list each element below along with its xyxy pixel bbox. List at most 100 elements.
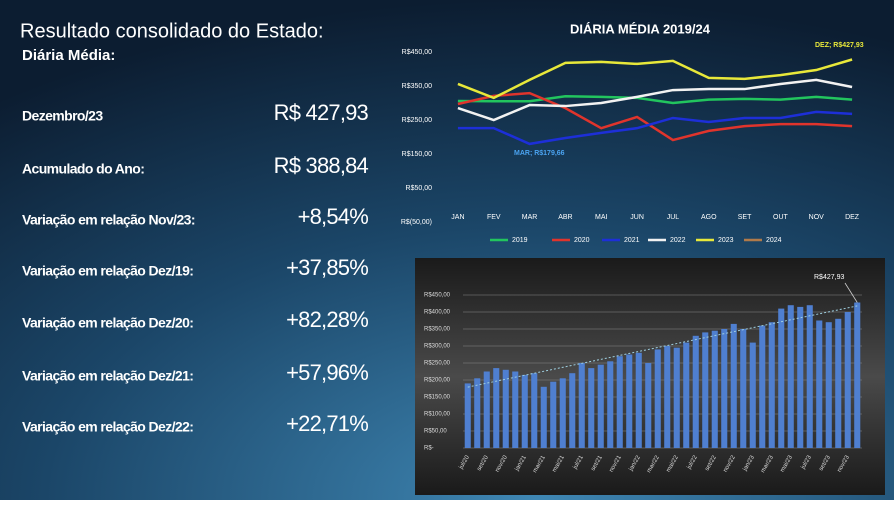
x-tick-label: JUL bbox=[667, 214, 680, 221]
y-tick-label: R$250,00 bbox=[424, 361, 451, 367]
x-tick-label: ABR bbox=[558, 214, 572, 221]
bar bbox=[787, 305, 794, 448]
x-tick-label: OUT bbox=[773, 214, 789, 221]
kpi-list: Dezembro/23 R$ 427,93 Acumulado do Ano: R$ … bbox=[22, 100, 369, 436]
bar bbox=[806, 305, 813, 448]
kpi-label: Variação em relação Dez/20: bbox=[22, 315, 193, 331]
x-tick-label: MAR bbox=[522, 214, 538, 221]
series-line bbox=[457, 94, 853, 105]
y-tick-label: R$50,00 bbox=[406, 185, 433, 192]
legend-label: 2020 bbox=[574, 237, 590, 244]
bar bbox=[645, 363, 652, 448]
x-tick-label: JUN bbox=[630, 214, 644, 221]
kpi-value: R$ 388,84 bbox=[274, 153, 369, 178]
x-tick-label: JAN bbox=[451, 214, 464, 221]
annotation: R$427,93 bbox=[814, 274, 844, 281]
bar bbox=[759, 325, 766, 448]
line-chart: DIÁRIA MÉDIA 2019/24 R$450,00 R$350,00 R$25… bbox=[401, 21, 864, 243]
kpi-label: Variação em relação Dez/21: bbox=[22, 368, 193, 384]
bar bbox=[635, 352, 642, 448]
y-tick-label: R$(50,00) bbox=[401, 219, 432, 226]
y-tick-label: R$300,00 bbox=[424, 344, 451, 350]
kpi-value: +82,28% bbox=[286, 307, 368, 332]
bar bbox=[778, 308, 785, 448]
series-line bbox=[457, 58, 853, 100]
bar bbox=[578, 363, 585, 448]
kpi-label: Dezembro/23 bbox=[22, 108, 103, 124]
bar bbox=[597, 364, 604, 448]
x-tick-label: MAI bbox=[595, 214, 608, 221]
bar bbox=[673, 347, 680, 448]
kpi-value: +8,54% bbox=[298, 204, 369, 229]
kpi-label: Variação em relação Dez/22: bbox=[22, 419, 193, 435]
kpi-value: +37,85% bbox=[286, 255, 368, 280]
bar bbox=[654, 349, 661, 448]
chart-title: DIÁRIA MÉDIA 2019/24 bbox=[570, 21, 711, 36]
bar bbox=[474, 378, 481, 448]
y-tick-label: R$100,00 bbox=[424, 412, 451, 418]
bar bbox=[816, 320, 823, 448]
bar bbox=[502, 369, 509, 448]
bar bbox=[464, 383, 471, 448]
x-tick-label: FEV bbox=[487, 214, 501, 221]
page-title: Resultado consolidado do Estado: bbox=[20, 20, 324, 42]
y-tick-label: R$400,00 bbox=[424, 310, 451, 316]
y-tick-label: R$150,00 bbox=[424, 395, 451, 401]
kpi-value: R$ 427,93 bbox=[274, 100, 369, 125]
bar bbox=[797, 306, 804, 448]
bar bbox=[749, 342, 756, 448]
annotation: DEZ; R$427,93 bbox=[815, 42, 864, 49]
bar bbox=[711, 330, 718, 448]
y-tick-label: R$450,00 bbox=[424, 293, 451, 299]
series-line bbox=[457, 110, 853, 146]
legend-label: 2024 bbox=[766, 237, 782, 244]
bar bbox=[540, 386, 547, 448]
bar bbox=[664, 346, 671, 448]
bar bbox=[607, 361, 614, 448]
y-tick-label: R$- bbox=[424, 446, 434, 452]
bar bbox=[835, 318, 842, 448]
y-tick-label: R$200,00 bbox=[424, 378, 451, 384]
y-tick-label: R$450,00 bbox=[402, 49, 432, 56]
page-subtitle: Diária Média: bbox=[22, 47, 115, 64]
bar bbox=[626, 354, 633, 448]
bar bbox=[531, 373, 538, 448]
bar bbox=[730, 323, 737, 448]
bar bbox=[740, 329, 747, 448]
series-line bbox=[457, 91, 853, 142]
bar bbox=[702, 332, 709, 448]
series-line bbox=[457, 78, 853, 122]
kpi-label: Variação em relação Dez/19: bbox=[22, 263, 193, 279]
bar bbox=[483, 371, 490, 448]
legend-label: 2021 bbox=[624, 237, 640, 244]
x-tick-label: DEZ bbox=[845, 214, 860, 221]
bar bbox=[493, 368, 500, 448]
y-tick-label: R$250,00 bbox=[402, 117, 432, 124]
x-tick-label: SET bbox=[738, 214, 752, 221]
bar bbox=[721, 329, 728, 448]
legend-label: 2019 bbox=[512, 237, 528, 244]
y-tick-label: R$350,00 bbox=[424, 327, 451, 333]
bar bbox=[854, 302, 861, 448]
annotation: MAR; R$179,66 bbox=[514, 150, 565, 157]
bar bbox=[692, 335, 699, 448]
bar bbox=[550, 381, 557, 448]
annotation-leader bbox=[844, 282, 858, 303]
y-tick-label: R$50,00 bbox=[424, 429, 447, 435]
bar bbox=[569, 373, 576, 448]
kpi-label: Variação em relação Nov/23: bbox=[22, 212, 195, 228]
kpi-value: +22,71% bbox=[286, 411, 368, 436]
kpi-value: +57,96% bbox=[286, 360, 368, 385]
kpi-label: Acumulado do Ano: bbox=[22, 161, 144, 177]
x-tick-label: NOV bbox=[809, 214, 825, 221]
bar bbox=[559, 378, 566, 448]
legend-label: 2023 bbox=[718, 237, 734, 244]
y-tick-label: R$350,00 bbox=[402, 83, 432, 90]
bar bbox=[683, 342, 690, 448]
bar bbox=[512, 371, 519, 448]
bar bbox=[616, 356, 623, 448]
bar bbox=[588, 368, 595, 448]
bar bbox=[768, 322, 775, 448]
bar bbox=[844, 312, 851, 448]
